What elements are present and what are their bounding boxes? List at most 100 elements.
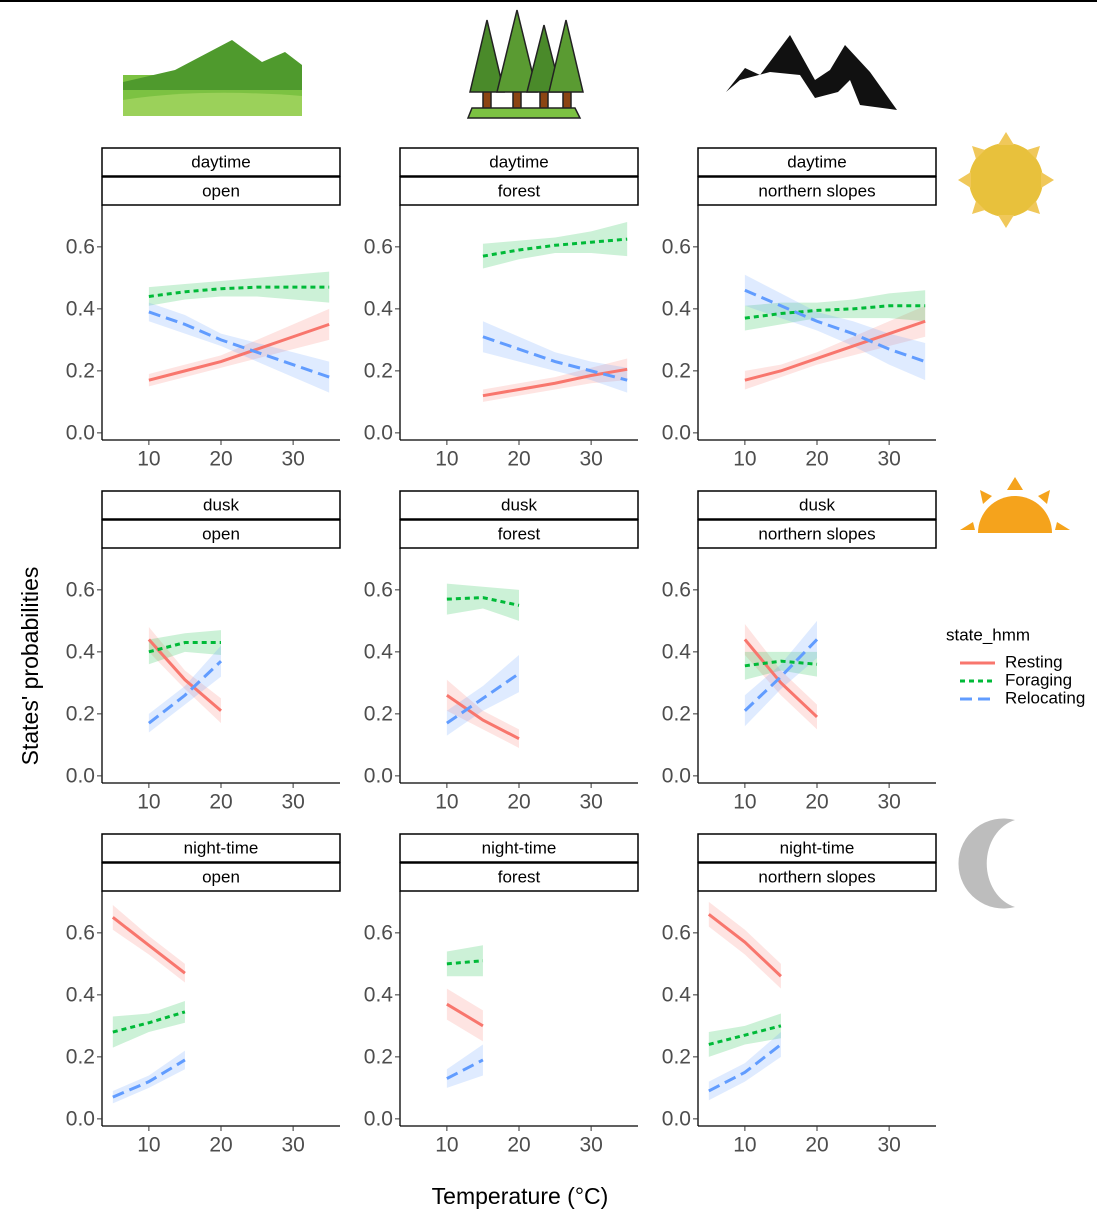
- x-tick-label: 20: [805, 1134, 828, 1157]
- series-line: [446, 1002, 484, 1028]
- y-tick-label: 0.2: [364, 359, 393, 382]
- x-tick-label: 30: [281, 1134, 304, 1157]
- x-tick-label: 20: [209, 1134, 232, 1157]
- panel: night-time forest 0.0 0.2 0.4 0.6 10 20 30: [364, 833, 639, 1157]
- x-tick-label: 10: [733, 1134, 756, 1157]
- y-tick-label: 0.6: [662, 578, 691, 601]
- y-tick-label: 0.0: [364, 421, 393, 444]
- legend-label: Resting: [1005, 652, 1063, 671]
- series-line: [707, 913, 782, 978]
- y-tick-label: 0.2: [66, 702, 95, 725]
- y-tick-label: 0.6: [66, 578, 95, 601]
- y-tick-label: 0.4: [364, 640, 394, 663]
- y-tick-label: 0.0: [662, 764, 691, 787]
- y-tick-label: 0.2: [364, 1045, 393, 1068]
- y-tick-label: 0.6: [66, 235, 95, 258]
- panel: daytime open 0.0 0.2 0.4 0.6 10 20 30: [66, 147, 341, 471]
- x-tick-label: 30: [281, 448, 304, 471]
- y-tick-label: 0.6: [364, 921, 393, 944]
- y-tick-label: 0.6: [364, 578, 393, 601]
- strip-label: northern slopes: [758, 181, 875, 200]
- strip-label: dusk: [501, 495, 537, 514]
- x-tick-label: 20: [507, 1134, 530, 1157]
- series-line: [148, 641, 221, 654]
- y-tick-label: 0.0: [66, 764, 95, 787]
- series-line: [112, 1010, 186, 1034]
- x-tick-label: 10: [137, 1134, 160, 1157]
- x-tick-label: 20: [209, 791, 232, 814]
- x-tick-label: 30: [877, 448, 900, 471]
- series-line: [148, 310, 330, 379]
- strip-label: northern slopes: [758, 867, 875, 886]
- mountain-icon: [726, 35, 897, 110]
- strip-box: [399, 147, 639, 177]
- series-line: [708, 1043, 782, 1093]
- strip-box: [399, 176, 639, 206]
- y-tick-label: 0.4: [66, 297, 96, 320]
- y-tick-label: 0.6: [364, 235, 393, 258]
- series-line: [446, 694, 520, 740]
- series-line: [148, 285, 330, 298]
- confidence-band: [112, 1001, 185, 1048]
- y-tick-label: 0.2: [364, 702, 393, 725]
- series-line: [482, 367, 628, 398]
- y-tick-label: 0.6: [662, 235, 691, 258]
- legend-label: Relocating: [1005, 688, 1085, 707]
- strip-box: [697, 147, 937, 177]
- x-tick-label: 20: [805, 448, 828, 471]
- series-line: [446, 959, 484, 966]
- panel: dusk forest 0.0 0.2 0.4 0.6 10 20 30: [364, 490, 639, 814]
- strip-label: night-time: [482, 838, 557, 857]
- confidence-band: [446, 1044, 483, 1088]
- y-tick-label: 0.0: [66, 421, 95, 444]
- strip-label: dusk: [799, 495, 835, 514]
- y-tick-label: 0.6: [66, 921, 95, 944]
- series-line: [482, 335, 628, 382]
- x-tick-label: 10: [435, 791, 458, 814]
- strip-box: [101, 176, 341, 206]
- strip-box: [101, 833, 341, 863]
- strip-box: [697, 833, 937, 863]
- strip-label: forest: [498, 181, 541, 200]
- y-axis-title: States' probabilities: [17, 567, 43, 766]
- confidence-band: [148, 627, 221, 724]
- confidence-band: [148, 630, 221, 665]
- moon-icon: [958, 818, 1015, 909]
- panel: daytime northern slopes 0.0 0.2 0.4 0.6 10 20 30: [662, 147, 937, 471]
- confidence-band: [148, 308, 330, 387]
- panel: dusk northern slopes 0.0 0.2 0.4 0.6 10 20 30: [662, 490, 937, 814]
- strip-label: open: [202, 524, 240, 543]
- strip-box: [399, 519, 639, 549]
- series-line: [744, 659, 818, 668]
- y-tick-label: 0.0: [66, 1107, 95, 1130]
- series-line: [147, 660, 223, 725]
- y-tick-label: 0.4: [66, 983, 96, 1006]
- series-line: [744, 319, 926, 382]
- series-line: [111, 916, 186, 975]
- series-line: [147, 638, 222, 712]
- strip-label: forest: [498, 524, 541, 543]
- x-tick-label: 20: [507, 448, 530, 471]
- strip-label: open: [202, 181, 240, 200]
- y-tick-label: 0.4: [662, 983, 692, 1006]
- panel: dusk open 0.0 0.2 0.4 0.6 10 20 30: [66, 490, 341, 814]
- y-tick-label: 0.2: [662, 359, 691, 382]
- strip-label: northern slopes: [758, 524, 875, 543]
- x-tick-label: 10: [137, 448, 160, 471]
- y-tick-label: 0.2: [662, 1045, 691, 1068]
- open-icon: [123, 40, 302, 116]
- confidence-band: [482, 358, 628, 402]
- x-axis-title: Temperature (°C): [432, 1183, 609, 1209]
- x-tick-label: 30: [579, 1134, 602, 1157]
- series-line: [743, 638, 819, 719]
- strip-box: [101, 862, 341, 892]
- strip-label: night-time: [780, 838, 855, 857]
- panels: daytime open 0.0 0.2 0.4 0.6 10 20 30 daytime fore…: [66, 147, 937, 1157]
- confidence-band: [708, 901, 781, 989]
- x-tick-label: 10: [733, 791, 756, 814]
- x-tick-label: 30: [579, 791, 602, 814]
- y-tick-label: 0.0: [364, 1107, 393, 1130]
- strip-label: open: [202, 867, 240, 886]
- series-line: [446, 596, 520, 607]
- y-tick-label: 0.0: [662, 1107, 691, 1130]
